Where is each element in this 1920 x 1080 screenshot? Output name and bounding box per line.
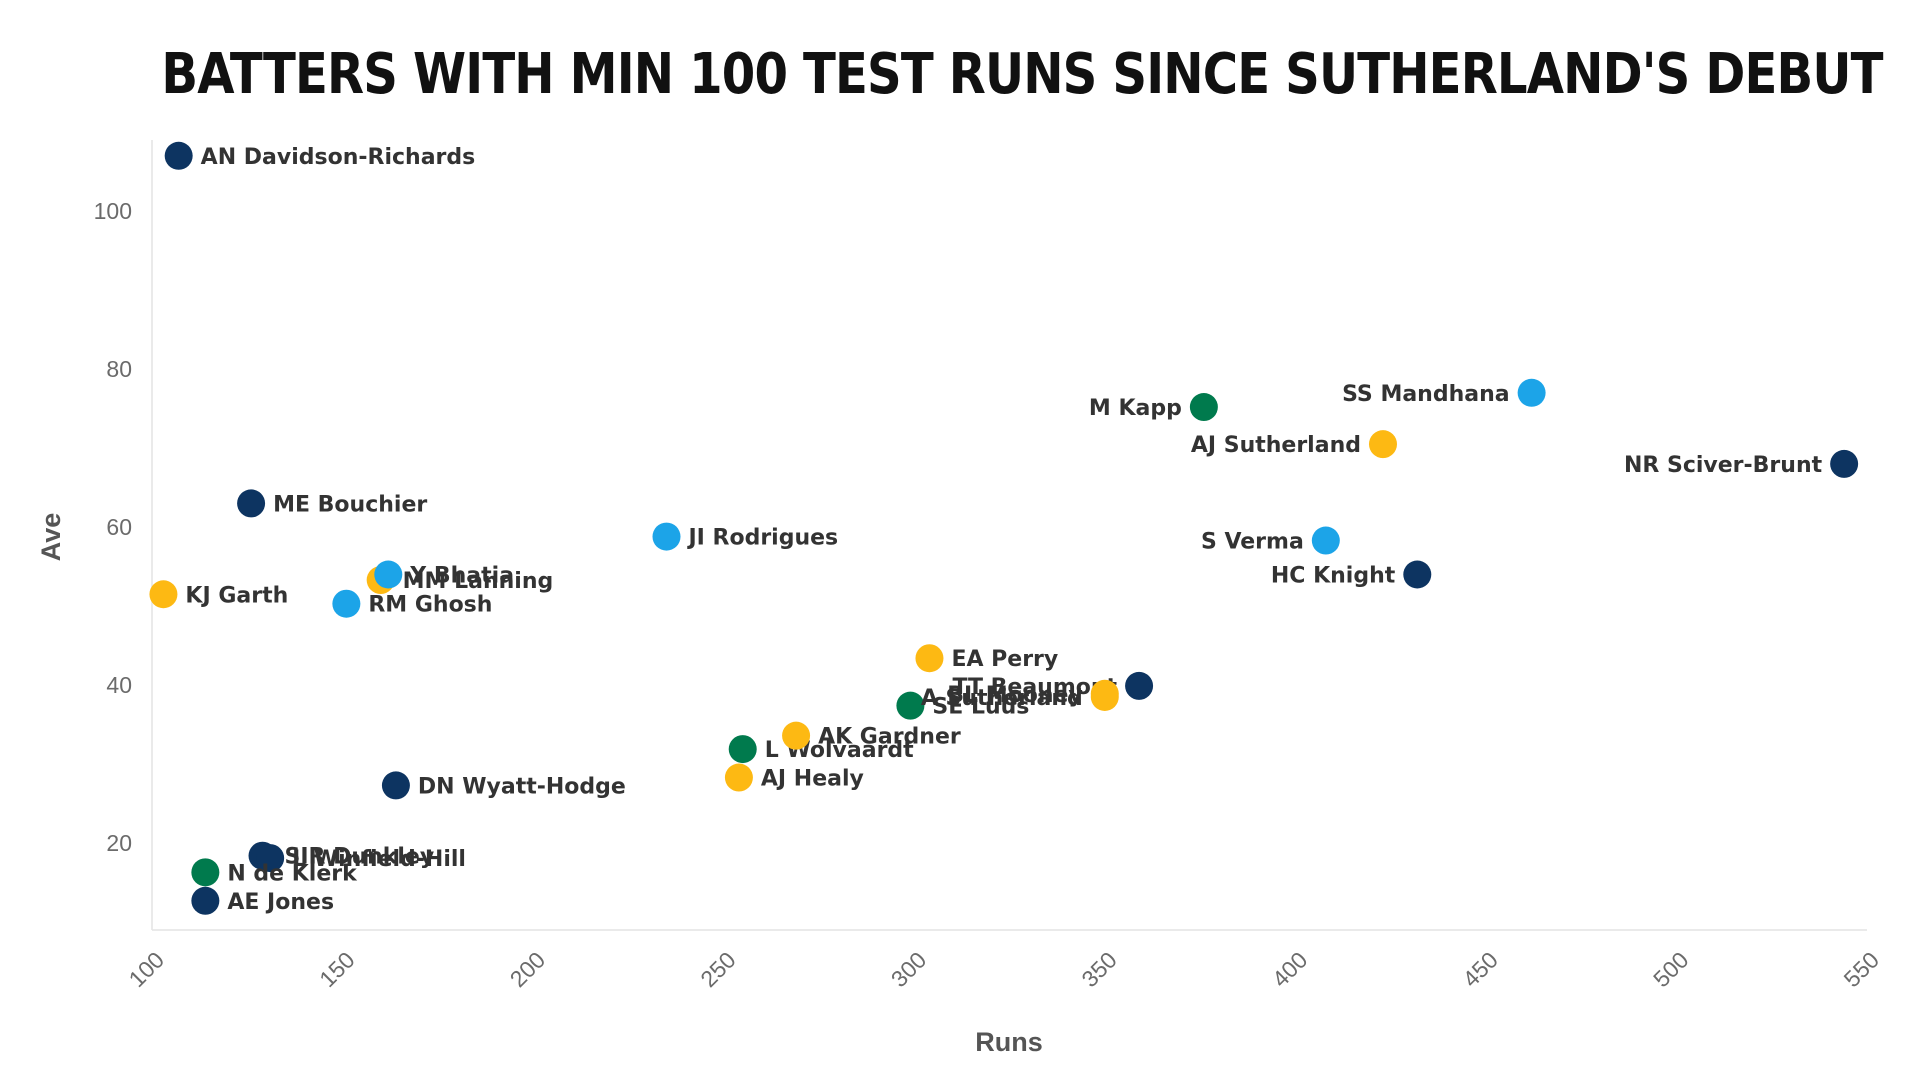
data-point[interactable] xyxy=(724,763,753,792)
x-tick-label: 450 xyxy=(1457,947,1503,993)
y-axis-title: Ave xyxy=(36,513,66,562)
data-point[interactable] xyxy=(164,141,193,170)
point-label: M Kapp xyxy=(1089,396,1182,421)
point-label: JI Rodrigues xyxy=(687,526,839,551)
point-label: AE Jones xyxy=(227,890,334,915)
point-label: BL Mooney xyxy=(947,683,1083,708)
y-tick-label: 60 xyxy=(106,514,132,540)
x-tick-label: 500 xyxy=(1648,947,1694,993)
point-label: SE Luus xyxy=(932,695,1029,720)
point-label: HC Knight xyxy=(1271,564,1396,589)
x-tick-label: 550 xyxy=(1839,947,1885,993)
point-label: DN Wyatt-Hodge xyxy=(418,774,626,799)
data-point[interactable] xyxy=(1403,560,1432,589)
chart-title: Batters with min 100 Test runs since Sut… xyxy=(161,42,1883,107)
point-label: TT Beaumont xyxy=(952,675,1117,700)
y-tick-labels: 20 40 60 80 100 xyxy=(94,198,132,856)
point-label: L Winfield-Hill xyxy=(292,847,466,872)
data-point[interactable] xyxy=(652,522,681,551)
point-label: KJ Garth xyxy=(185,583,288,608)
point-label: ME Bouchier xyxy=(273,492,427,517)
data-point[interactable] xyxy=(256,844,285,873)
y-tick-label: 20 xyxy=(106,830,132,856)
data-point[interactable] xyxy=(149,580,178,609)
data-point[interactable] xyxy=(237,489,266,518)
point-label: AN Davidson-Richards xyxy=(201,145,476,170)
x-tick-label: 200 xyxy=(505,947,551,993)
data-point[interactable] xyxy=(1090,682,1119,711)
data-point[interactable] xyxy=(1830,449,1859,478)
x-axis-title: Runs xyxy=(975,1027,1043,1057)
point-label: NR Sciver-Brunt xyxy=(1624,453,1823,478)
data-point[interactable] xyxy=(332,589,361,618)
point-label: EA Perry xyxy=(951,647,1058,672)
data-point[interactable] xyxy=(1125,671,1154,700)
data-point[interactable] xyxy=(915,644,944,673)
y-tick-label: 80 xyxy=(106,356,132,382)
x-tick-label: 300 xyxy=(886,947,932,993)
x-tick-label: 350 xyxy=(1076,947,1122,993)
data-point[interactable] xyxy=(191,886,220,915)
data-point[interactable] xyxy=(1517,378,1546,407)
data-point[interactable] xyxy=(1311,526,1340,555)
data-point[interactable] xyxy=(374,560,403,589)
x-tick-label: 100 xyxy=(124,947,170,993)
point-label: AJ Healy xyxy=(761,767,864,792)
data-point[interactable] xyxy=(728,735,757,764)
point-label: AJ Sutherland xyxy=(1191,433,1361,458)
x-tick-label: 250 xyxy=(695,947,741,993)
data-point[interactable] xyxy=(896,691,925,720)
data-point[interactable] xyxy=(782,721,811,750)
y-tick-label: 100 xyxy=(94,198,132,224)
point-label: AK Gardner xyxy=(818,725,961,750)
point-label: Y Bhatia xyxy=(409,564,514,589)
y-tick-label: 40 xyxy=(106,672,132,698)
point-label: N de Klerk xyxy=(227,861,358,886)
point-label: MM Lanning xyxy=(403,569,554,594)
point-label: A Sutherland xyxy=(921,686,1083,711)
x-tick-label: 150 xyxy=(314,947,360,993)
data-point[interactable] xyxy=(191,858,220,887)
data-points: AN Davidson-Richards ME Bouchier KJ Garth M… xyxy=(149,141,1859,915)
data-point[interactable] xyxy=(1368,430,1397,459)
point-label: SIR Dunkley xyxy=(285,845,435,870)
point-label: S Verma xyxy=(1201,530,1304,555)
x-tick-labels: 100 150 200 250 300 350 400 450 500 550 xyxy=(124,947,1885,993)
point-label: SS Mandhana xyxy=(1342,382,1510,407)
x-tick-label: 400 xyxy=(1267,947,1313,993)
data-point[interactable] xyxy=(381,771,410,800)
data-point[interactable] xyxy=(1189,393,1218,422)
point-label: RM Ghosh xyxy=(368,593,492,618)
